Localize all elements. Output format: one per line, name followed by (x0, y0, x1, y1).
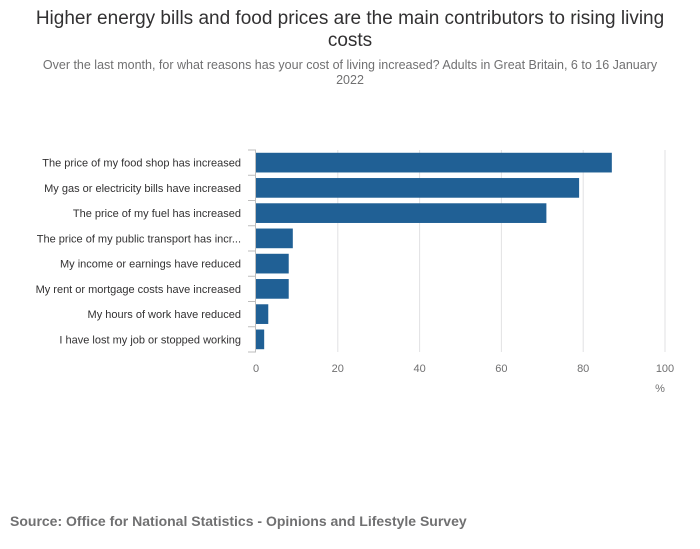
chart-subtitle: Over the last month, for what reasons ha… (42, 58, 658, 87)
category-label: My gas or electricity bills have increas… (44, 183, 241, 195)
x-tick-label: 80 (577, 363, 589, 375)
bar (256, 304, 269, 324)
bar (256, 178, 580, 198)
category-label: My rent or mortgage costs have increased (36, 284, 241, 296)
category-label: My income or earnings have reduced (60, 259, 241, 271)
category-labels: The price of my food shop has increased M… (36, 158, 241, 347)
category-label: The price of my food shop has increased (42, 158, 241, 170)
category-label: The price of my fuel has increased (73, 208, 241, 220)
category-label: I have lost my job or stopped working (59, 334, 241, 346)
category-label: The price of my public transport has inc… (37, 233, 241, 245)
x-tick-labels: 0 20 40 60 80 100 (253, 363, 674, 375)
bar (256, 228, 293, 249)
bar (256, 203, 547, 223)
x-tick-label: 20 (332, 363, 344, 375)
x-tick-label: 0 (253, 363, 259, 375)
source-note: Source: Office for National Statistics -… (10, 513, 467, 529)
bar (256, 152, 612, 173)
bar (256, 279, 289, 299)
x-axis-label: % (655, 383, 665, 395)
chart-title: Higher energy bills and food prices are … (35, 8, 665, 51)
x-tick-label: 40 (413, 363, 425, 375)
bar (256, 329, 265, 350)
x-tick-label: 60 (495, 363, 507, 375)
category-label: My hours of work have reduced (88, 309, 241, 321)
x-tick-label: 100 (656, 363, 674, 375)
bar (256, 253, 289, 274)
bars (256, 152, 612, 350)
